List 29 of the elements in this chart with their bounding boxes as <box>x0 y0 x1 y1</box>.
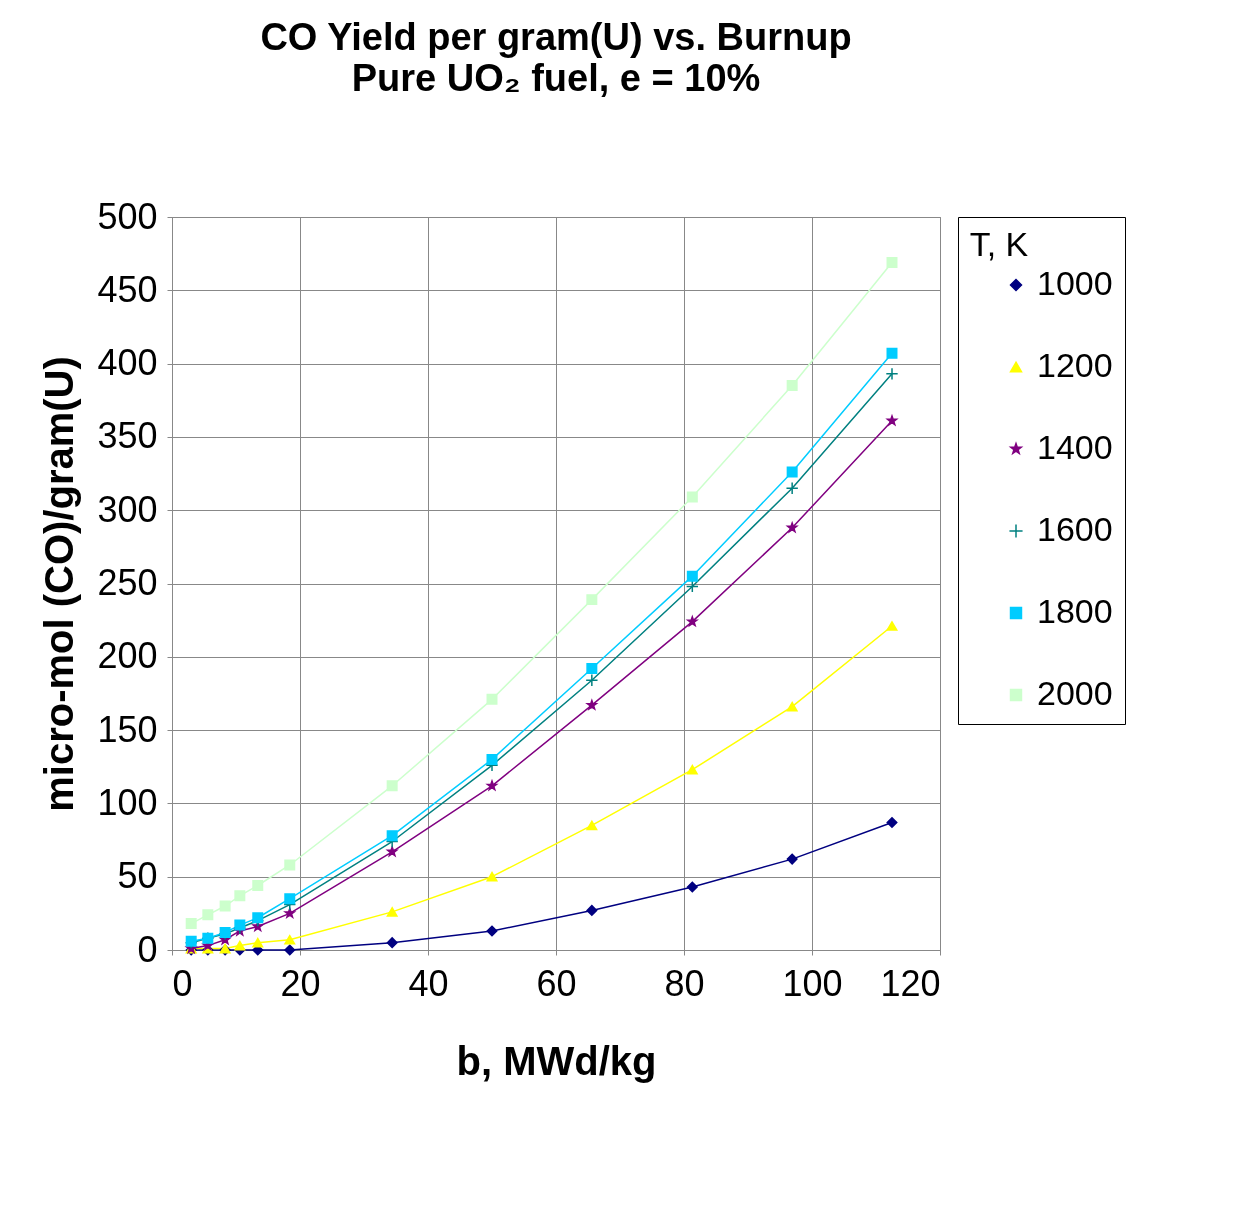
y-tick-label: 200 <box>97 635 158 677</box>
legend-label: 1800 <box>1037 592 1113 630</box>
x-axis-title: b, MWd/kg <box>456 1038 657 1083</box>
y-tick-label: 500 <box>97 195 158 237</box>
y-axis-title: micro-mol (CO)/gram(U) <box>37 356 82 812</box>
chart-title: CO Yield per gram(U) vs. Burnup <box>260 16 852 58</box>
legend-label: 1600 <box>1037 510 1113 548</box>
legend-label: 1200 <box>1037 346 1113 384</box>
x-tick-label: 40 <box>408 962 449 1004</box>
x-tick-label: 120 <box>880 962 941 1004</box>
y-tick-label: 250 <box>97 562 158 603</box>
legend-label: 1400 <box>1037 428 1113 466</box>
y-tick-label: 350 <box>97 415 158 457</box>
y-tick-label: 100 <box>97 781 158 823</box>
x-tick-label: 20 <box>280 962 321 1004</box>
x-tick-label: 80 <box>664 962 705 1004</box>
legend-title: T, K <box>969 225 1029 263</box>
y-tick-label: 50 <box>117 855 158 897</box>
y-tick-label: 0 <box>137 928 158 970</box>
y-tick-label: 150 <box>97 708 158 750</box>
y-tick-label: 450 <box>97 268 158 310</box>
legend-label: 2000 <box>1037 674 1113 712</box>
legend-label: 1000 <box>1037 264 1113 302</box>
x-tick-label: 0 <box>172 962 193 1004</box>
y-tick-label: 300 <box>97 488 158 530</box>
x-tick-label: 100 <box>782 962 843 1004</box>
x-tick-label: 60 <box>536 962 577 1004</box>
y-tick-label: 400 <box>97 342 158 384</box>
chart-subtitle: Pure UO₂ fuel, e = 10% <box>351 57 761 99</box>
